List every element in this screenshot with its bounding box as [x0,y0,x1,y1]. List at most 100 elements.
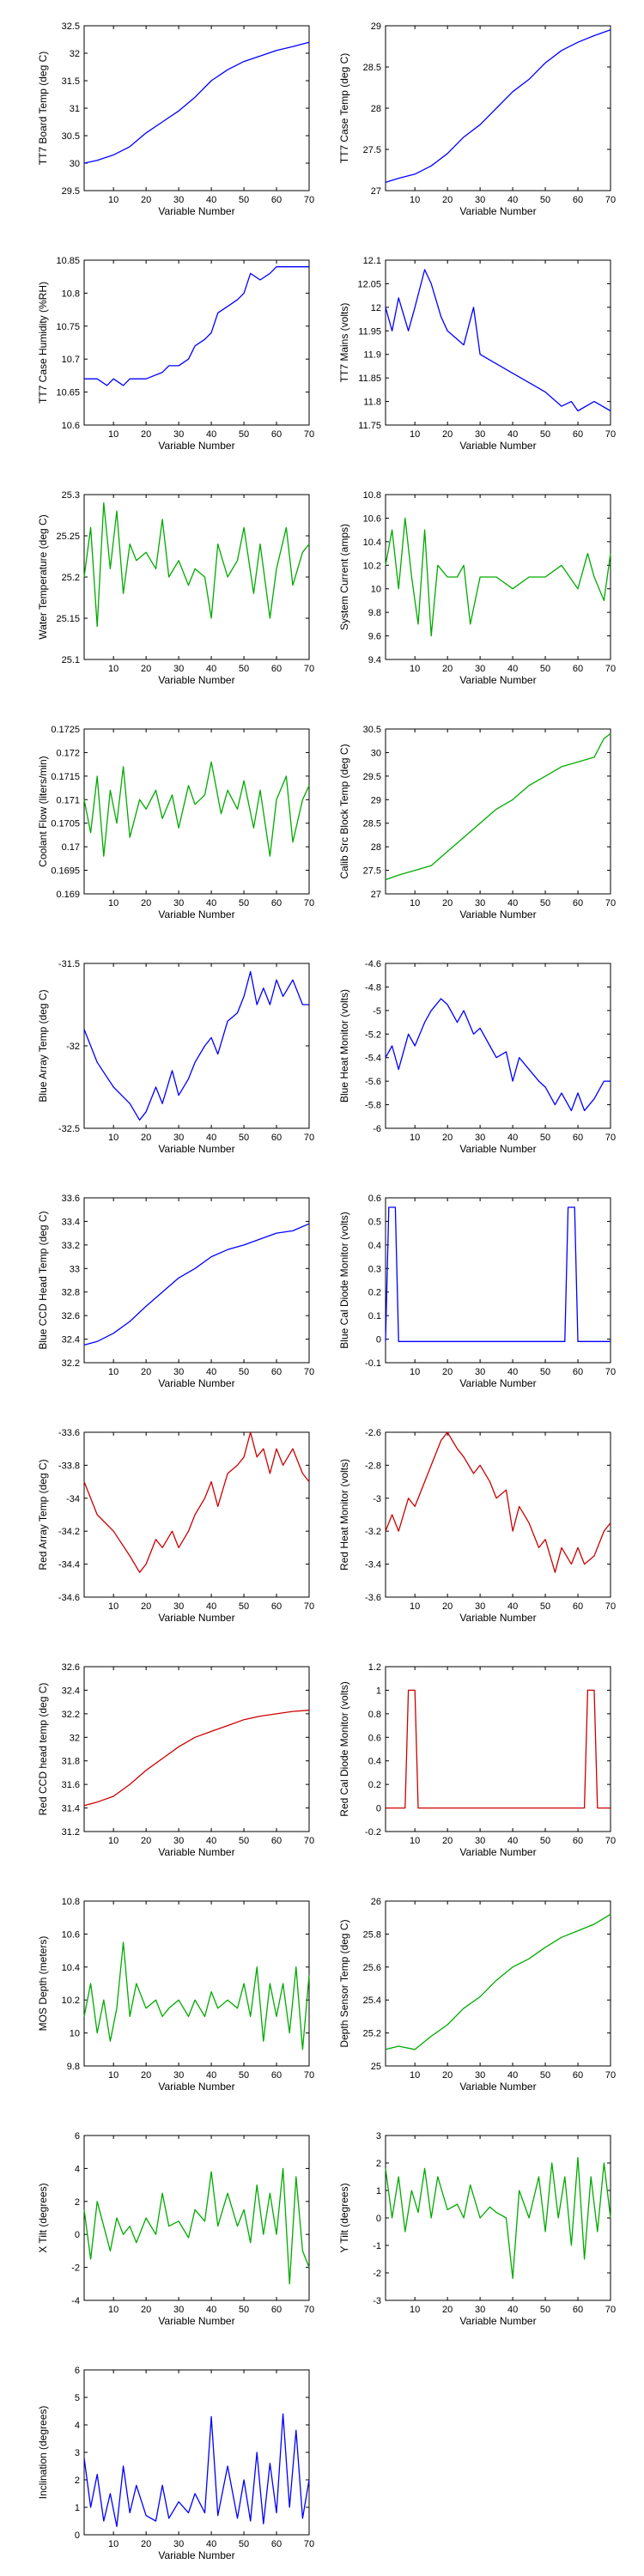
y-tick-label: 0.171 [56,795,80,805]
y-tick-label: 29.5 [62,186,80,197]
x-tick-label: 70 [605,1133,616,1143]
x-tick-label: 30 [173,664,184,674]
chart-panel-17: 9.8 10 10.2 10.4 10.6 10.8 10 20 30 40 50 60 70 Varia… [37,1897,314,2093]
y-tick-label: 0 [376,2214,381,2224]
y-tick-label: 1.2 [368,1662,381,1673]
y-tick-label: 31.4 [62,1804,80,1814]
y-tick-label: -1 [373,2241,381,2251]
plot-frame [385,1197,611,1364]
x-tick-label: 50 [540,1836,550,1846]
y-tick-label: 29 [371,21,381,32]
x-tick-label: 20 [442,1601,453,1612]
y-tick-label: -2.8 [365,1461,381,1471]
x-axis-label: Variable Number [158,205,234,217]
y-tick-label: -2.6 [365,1428,381,1438]
x-tick-label: 30 [475,1133,485,1143]
y-tick-label: 28.5 [363,63,381,73]
series-line [385,998,611,1112]
x-axis-label: Variable Number [459,440,536,452]
y-tick-label: 1 [75,2503,80,2513]
y-tick-label: 25.8 [363,1929,381,1940]
y-tick-label: 29.5 [363,772,381,782]
plot-frame [385,963,611,1129]
x-tick-label: 50 [239,1601,249,1612]
plot-frame [83,25,310,191]
x-axis-label: Variable Number [158,1846,234,1858]
x-tick-label: 10 [410,898,420,908]
x-axis-label: Variable Number [459,674,536,686]
y-axis-label: Red Heat Monitor (volts) [338,1459,350,1571]
y-tick-label: 0.8 [368,1710,381,1720]
y-tick-label: 9.8 [67,2062,80,2072]
x-tick-label: 60 [573,195,583,205]
y-axis-label: X Tilt (degrees) [37,2183,49,2252]
plot-frame [385,1666,611,1832]
x-axis-label: Variable Number [459,205,536,217]
x-tick-label: 70 [304,429,314,440]
x-tick-label: 60 [271,2539,282,2549]
series-line [385,1913,611,2050]
y-tick-label: 10.85 [56,256,80,266]
y-tick-label: 32.4 [62,1686,80,1696]
y-axis-label: System Current (amps) [338,524,350,630]
y-tick-label: -6 [373,1124,381,1134]
x-tick-label: 30 [173,2539,184,2549]
chart-panel-14: -3.6 -3.4 -3.2 -3 -2.8 -2.6 10 20 30 40 50 60 70 Vari… [338,1428,616,1624]
x-tick-label: 50 [239,898,249,908]
x-tick-label: 30 [475,2070,485,2081]
chart-panel-13: -34.6 -34.4 -34.2 -34 -33.8 -33.6 10 20 30 40 50 60… [37,1428,314,1624]
y-tick-label: -4 [71,2296,80,2306]
y-tick-label: 3 [376,2131,381,2142]
y-tick-label: -32 [66,1042,80,1052]
y-tick-label: 12 [371,303,381,313]
x-tick-label: 10 [410,1367,420,1377]
x-axis-label: Variable Number [158,2315,234,2327]
x-tick-label: 20 [442,195,453,205]
y-tick-label: 10.8 [62,289,80,299]
plot-frame [83,963,310,1129]
y-tick-label: -34.4 [58,1560,80,1571]
y-tick-label: 11.95 [358,326,381,337]
chart-panel-11: 32.2 32.4 32.6 32.8 33 33.2 33.4 33.6 10 20 30 40 50… [37,1194,314,1389]
chart-panel-9: -32.5 -32 -31.5 10 20 30 40 50 60 70 Variable Numb… [37,959,314,1155]
x-tick-label: 40 [507,2305,518,2315]
x-axis-label: Variable Number [158,440,234,452]
y-axis-label: Depth Sensor Temp (deg C) [338,1919,350,2047]
y-tick-label: 25.4 [363,1996,381,2006]
x-axis-label: Variable Number [459,908,536,920]
x-tick-label: 20 [141,2539,151,2549]
x-tick-label: 20 [442,2070,453,2081]
x-tick-label: 10 [410,1133,420,1143]
series-line [83,2413,310,2528]
y-tick-label: 33 [70,1264,80,1274]
y-axis-label: Blue Array Temp (deg C) [37,989,49,1102]
y-tick-label: 9.6 [368,632,381,642]
chart-panel-21: 0 1 2 3 4 5 6 10 20 30 40 50 60 70 Variable Number Incl… [37,2366,314,2561]
x-tick-label: 50 [540,664,550,674]
plot-frame [83,1431,310,1598]
y-tick-label: 33.2 [62,1241,80,1251]
chart-panel-7: 0.169 0.1695 0.17 0.1705 0.171 0.1715 0.172 0.1… [37,725,314,920]
x-tick-label: 50 [239,664,249,674]
y-tick-label: -3 [373,1494,381,1504]
y-tick-label: 11.9 [363,350,381,361]
x-tick-label: 60 [271,195,282,205]
y-axis-label: Y Tilt (degrees) [338,2183,350,2252]
x-tick-label: 60 [271,1601,282,1612]
y-tick-label: 0 [75,2530,80,2541]
plot-frame [385,728,611,895]
x-tick-label: 40 [206,1836,216,1846]
y-tick-label: 32.2 [62,1710,80,1720]
y-tick-label: 32.5 [62,21,80,32]
x-axis-label: Variable Number [459,1377,536,1389]
x-tick-label: 70 [304,2539,314,2549]
x-tick-label: 60 [271,429,282,440]
x-tick-label: 20 [141,1133,151,1143]
y-tick-label: -3.2 [365,1527,381,1537]
x-tick-label: 30 [173,898,184,908]
x-axis-label: Variable Number [459,1846,536,1858]
x-tick-label: 40 [507,2070,518,2081]
x-tick-label: 10 [108,664,118,674]
y-tick-label: -3.4 [365,1560,381,1571]
